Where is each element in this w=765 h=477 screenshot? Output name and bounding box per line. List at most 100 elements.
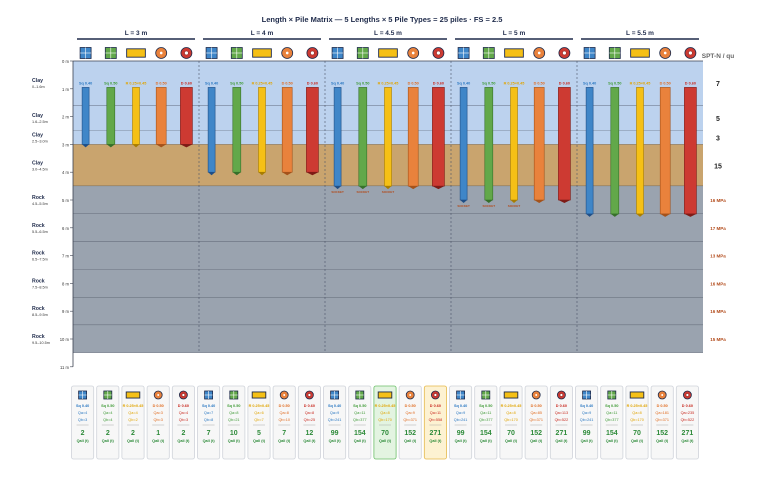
card-pile-label: Sq 0.50	[605, 404, 618, 408]
rect-pile-icon	[377, 391, 393, 399]
card-qall-unit: Qall (t)	[455, 439, 468, 443]
icon-circle-core	[307, 393, 312, 397]
rect-pile-icon	[252, 48, 272, 58]
square-pile-icon	[456, 390, 466, 400]
card-qb-value: Qb=3	[153, 418, 162, 422]
card-qb-value: Qb=241	[580, 418, 594, 422]
layer-name-label: Clay	[32, 132, 43, 138]
card-background	[323, 385, 347, 460]
spt-column-header: SPT-N / qu	[702, 53, 735, 60]
icon-circle-core	[159, 51, 163, 55]
layer-range-label: 7.5–8.5m	[32, 285, 48, 289]
card-pile-label: D 0.60	[430, 404, 441, 408]
rock-socket-label: SOCKET	[382, 190, 395, 194]
capacity-card: R 0.25×0.45 Qa=6 Qb=7 5 Qall (t)	[247, 385, 271, 460]
rect-pile-icon	[503, 391, 519, 399]
card-qall-value: 2	[181, 430, 185, 437]
card-qall-unit: Qall (t)	[102, 439, 115, 443]
pile-tip	[636, 213, 644, 217]
depth-tick-label: 9 m	[62, 309, 69, 314]
depth-tick-label: 4 m	[62, 170, 69, 175]
card-qall-value: 271	[430, 430, 442, 437]
depth-tick-label: 2 m	[62, 115, 69, 120]
capacity-card: Sq 0.50 Qa=11 Qb=377 154 Qall (t)	[474, 385, 498, 460]
icon-circle-core	[409, 394, 412, 396]
card-qall-unit: Qall (t)	[429, 439, 442, 443]
card-qall-value: 152	[530, 430, 542, 437]
pile-tip	[282, 172, 293, 176]
icon-rect-shape	[503, 391, 519, 399]
depth-tick-label: 1 m	[62, 87, 69, 92]
capacity-card: D 0.60 Qa=235 Qb=522 271 Qall (t)	[675, 385, 699, 460]
circle-pile-icon	[153, 390, 163, 400]
rect-pile-icon	[125, 391, 141, 399]
depth-tick-label: 5 m	[62, 198, 69, 203]
circle-pile-icon	[657, 390, 667, 400]
icon-circle-core	[685, 393, 690, 397]
card-background	[96, 385, 120, 460]
card-qall-value: 2	[106, 430, 110, 437]
capacity-card: R 0.25×0.45 Qa=4 Qb=2 2 Qall (t)	[121, 385, 145, 460]
capacity-card: R 0.25×0.45 Qa=8 Qb=170 70 Qall (t)	[499, 385, 523, 460]
card-background	[423, 385, 447, 460]
square-mesh-pile-icon	[356, 47, 369, 59]
pile-type-label: R 0.25×0.45	[126, 82, 147, 86]
card-qa-value: Qa=8	[305, 411, 314, 415]
pile-shaft	[459, 87, 468, 201]
soil-layer-band	[73, 241, 703, 270]
card-pile-label: D 0.50	[531, 404, 542, 408]
pile-type-label: D 0.50	[156, 82, 167, 86]
pile-tip	[510, 200, 518, 203]
depth-tick-label: 0 m	[62, 59, 69, 64]
layer-range-label: 4.5–5.5m	[32, 202, 48, 206]
card-qall-unit: Qall (t)	[530, 439, 543, 443]
icon-circle-core	[436, 50, 441, 56]
pile-shaft	[281, 87, 293, 173]
card-background	[650, 385, 674, 460]
card-qb-value: Qb=377	[353, 418, 367, 422]
icon-circle-core	[559, 393, 564, 397]
square-pile-icon	[205, 47, 218, 59]
capacity-card: Sq 0.40 Qa=4 Qb=3 2 Qall (t)	[71, 385, 95, 460]
icon-rect-shape	[630, 48, 650, 58]
pile-type-label: D 0.60	[181, 82, 192, 86]
icon-circle-core	[661, 394, 664, 396]
card-qall-unit: Qall (t)	[505, 439, 518, 443]
capacity-card: D 0.60 Qa=8 Qb=25 12 Qall (t)	[297, 385, 321, 460]
pile-shaft	[510, 87, 518, 201]
capacity-card: D 0.60 Qa=4 Qb=3 2 Qall (t)	[171, 385, 195, 460]
card-pile-label: Sq 0.50	[227, 404, 240, 408]
card-qall-value: 152	[656, 430, 668, 437]
pile-type-label: Sq 0.50	[104, 82, 117, 86]
pile-shaft	[659, 87, 671, 215]
rock-socket-label: SOCKET	[457, 204, 470, 208]
card-qa-value: Qa=235	[681, 411, 695, 415]
card-qall-value: 70	[633, 430, 641, 437]
circle-pile-icon	[281, 47, 294, 59]
card-qa-value: Qa=4	[128, 411, 137, 415]
pile-shaft	[684, 87, 697, 215]
capacity-card: Sq 0.50 Qa=4 Qb=4 2 Qall (t)	[96, 385, 120, 460]
card-pile-label: Sq 0.50	[353, 404, 366, 408]
pile-tip	[258, 172, 266, 176]
pile-shaft	[258, 87, 266, 173]
pile-tip	[180, 144, 193, 148]
pile-type-label: R 0.25×0.45	[252, 82, 273, 86]
card-qall-unit: Qall (t)	[127, 439, 140, 443]
card-qb-value: Qb=371	[529, 418, 543, 422]
card-pile-label: D 0.60	[304, 404, 315, 408]
card-qall-unit: Qall (t)	[480, 439, 493, 443]
icon-circle-core	[535, 394, 538, 396]
capacity-card: Sq 0.50 Qa=11 Qb=377 154 Qall (t)	[600, 385, 624, 460]
pile-shaft	[432, 87, 445, 187]
card-background	[197, 385, 221, 460]
capacity-card: D 0.60 Qa=11 Qb=558 271 Qall (t)	[423, 385, 447, 460]
card-qall-value: 5	[257, 430, 261, 437]
card-qall-value: 99	[331, 430, 339, 437]
pile-type-label: D 0.50	[534, 82, 545, 86]
capacity-card: D 0.50 Qa=9 Qb=371 152 Qall (t)	[398, 385, 422, 460]
icon-rect-shape	[251, 391, 267, 399]
card-qall-value: 12	[306, 430, 314, 437]
pile-tip	[460, 200, 468, 203]
